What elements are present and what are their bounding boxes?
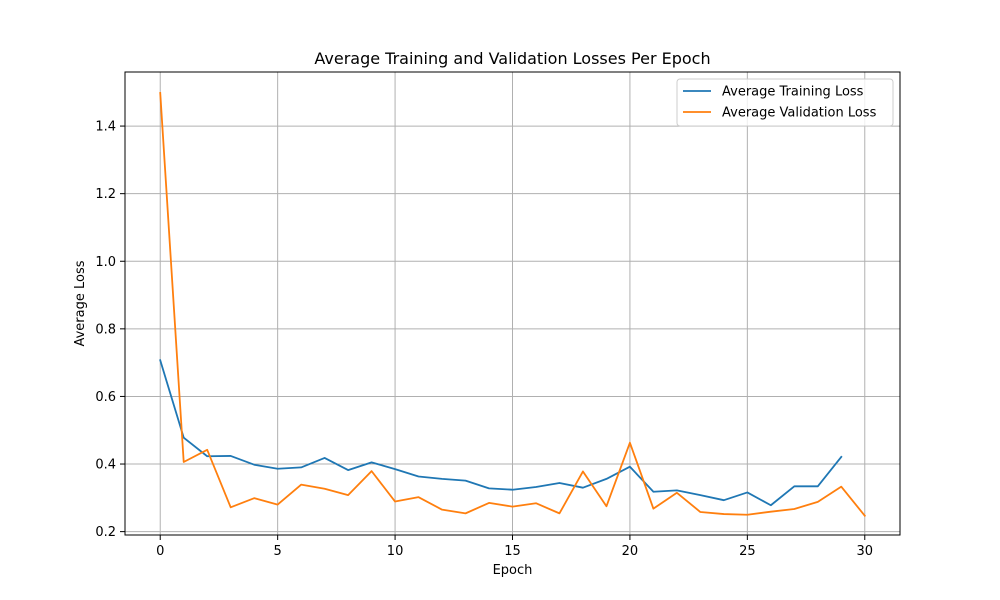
y-tick-label: 0.6 [95,390,116,405]
y-tick-label: 0.4 [95,458,116,473]
series-lines [159,91,867,518]
y-tick-label: 1.0 [95,255,116,270]
x-tick-label: 15 [504,544,521,559]
legend-label: Average Training Loss [722,85,864,100]
x-tick-label: 20 [622,544,639,559]
series-line-validation-loss [159,91,867,518]
x-tick-label: 10 [387,544,404,559]
y-tick-label: 1.4 [95,120,116,135]
x-tick-label: 30 [856,544,873,559]
legend: Average Training Loss Average Validation … [676,78,894,127]
y-tick-label: 0.2 [95,525,116,540]
chart-title: Average Training and Validation Losses P… [314,49,710,68]
legend-box [676,78,894,127]
axis-ticks: 0 5 10 15 20 25 30 0.2 0.4 0.6 0.8 1.0 1.2 1.4 [95,120,873,559]
y-axis-label: Average Loss [73,260,88,346]
x-tick-label: 25 [739,544,756,559]
series-line-training-loss [159,359,843,507]
legend-label: Average Validation Loss [722,106,877,121]
x-axis-label: Epoch [493,563,533,578]
y-tick-label: 0.8 [95,322,116,337]
y-tick-label: 1.2 [95,187,116,202]
x-tick-label: 5 [274,544,282,559]
x-tick-label: 0 [156,544,164,559]
grid [125,72,900,535]
